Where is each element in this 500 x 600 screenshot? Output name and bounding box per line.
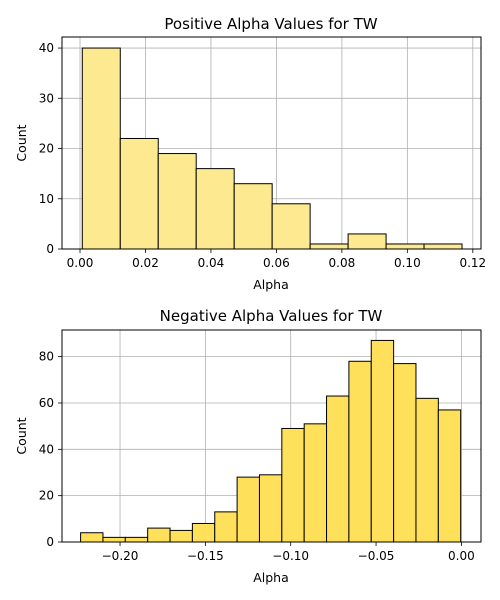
histogram-bar <box>385 243 425 250</box>
histogram-bar <box>233 183 273 250</box>
y-tick-label: 20 <box>39 142 54 156</box>
histogram-bar <box>258 474 283 543</box>
histogram-bar <box>309 243 349 250</box>
histogram-bar <box>271 203 311 250</box>
histogram-bar <box>370 339 395 543</box>
histogram-bar <box>347 233 387 250</box>
x-tick-label: 0.10 <box>394 256 421 270</box>
x-axis-ticks: −0.20 −0.15 −0.10 −0.05 0.00 <box>102 542 475 563</box>
chart-title: Negative Alpha Values for TW <box>160 307 383 325</box>
histogram-bar <box>102 536 126 543</box>
histogram-bar <box>195 168 235 250</box>
y-tick-label: 0 <box>46 535 54 549</box>
histogram-bar <box>415 397 439 543</box>
x-axis-label: Alpha <box>253 570 289 585</box>
histogram-bar <box>191 522 216 543</box>
y-axis-label: Count <box>14 417 29 454</box>
histogram-bar <box>281 427 305 543</box>
y-tick-label: 30 <box>39 91 54 105</box>
histogram-bar <box>423 243 463 250</box>
plot-area-frame <box>61 36 482 250</box>
histogram-bar <box>119 137 159 250</box>
y-tick-label: 0 <box>46 242 54 256</box>
x-tick-label: −0.15 <box>187 549 224 563</box>
plot-area-frame <box>61 329 482 543</box>
x-tick-label: 0.08 <box>329 256 356 270</box>
y-tick-label: 60 <box>39 396 54 410</box>
x-tick-label: 0.02 <box>132 256 159 270</box>
negative-alpha-histogram: Negative Alpha Values for TW Alpha Count… <box>14 307 482 585</box>
histogram-bar <box>157 153 197 250</box>
y-axis-ticks: 0 20 40 60 80 <box>39 350 62 549</box>
histogram-bar <box>80 532 104 543</box>
y-tick-label: 20 <box>39 489 54 503</box>
x-tick-label: −0.10 <box>272 549 309 563</box>
x-tick-label: −0.20 <box>102 549 139 563</box>
histogram-bar <box>169 529 193 543</box>
y-tick-label: 40 <box>39 442 54 456</box>
x-tick-label: 0.12 <box>459 256 486 270</box>
chart-title: Positive Alpha Values for TW <box>164 15 377 33</box>
y-tick-label: 10 <box>39 192 54 206</box>
histogram-bar <box>214 511 238 543</box>
histogram-bar <box>236 476 260 543</box>
histogram-bar <box>124 536 149 543</box>
y-axis-ticks: 0 10 20 30 40 <box>39 41 62 256</box>
x-tick-label: 0.06 <box>263 256 290 270</box>
x-axis-ticks: 0.00 0.02 0.04 0.06 0.08 0.10 0.12 <box>67 249 486 270</box>
histogram-bar <box>348 360 372 543</box>
histogram-bars <box>81 47 463 250</box>
histogram-bar <box>437 409 462 543</box>
histogram-bars <box>80 339 462 543</box>
histogram-bar <box>81 47 121 250</box>
y-axis-label: Count <box>14 124 29 161</box>
x-axis-label: Alpha <box>253 277 289 292</box>
x-tick-label: 0.04 <box>198 256 225 270</box>
histogram-bar <box>303 423 328 543</box>
x-tick-label: 0.00 <box>67 256 94 270</box>
positive-alpha-histogram: Positive Alpha Values for TW Alpha Count… <box>14 15 486 292</box>
y-tick-label: 40 <box>39 41 54 55</box>
histogram-bar <box>326 395 350 543</box>
histogram-bar <box>147 527 171 543</box>
x-tick-label: −0.05 <box>358 549 395 563</box>
y-tick-label: 80 <box>39 350 54 364</box>
x-tick-label: 0.00 <box>448 549 475 563</box>
histogram-bar <box>393 363 417 543</box>
